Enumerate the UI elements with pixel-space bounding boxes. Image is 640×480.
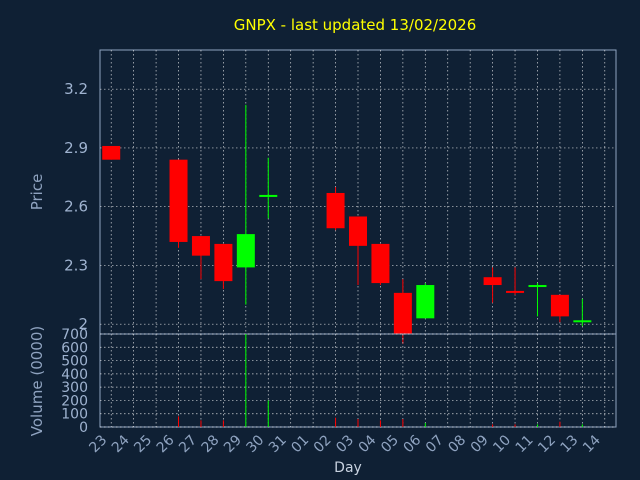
day-tick-label: 09 [468,432,492,456]
day-tick-label: 11 [513,432,537,456]
price-tick-label: 3.2 [64,80,88,98]
day-tick-label: 10 [490,432,514,456]
day-tick-label: 12 [535,432,559,456]
volume-axis-label: Volume (0000) [28,326,46,436]
volume-tick-label: 700 [61,327,88,343]
day-tick-label: 05 [378,432,402,456]
day-tick-label: 06 [401,432,425,456]
day-tick-label: 03 [333,432,357,456]
day-tick-label: 14 [580,432,604,456]
price-tick-label: 2.6 [64,198,88,216]
candle-body [102,145,121,160]
volume-tick-label: 300 [61,380,88,396]
day-tick-label: 04 [356,432,380,456]
day-tick-label: 25 [131,432,155,456]
volume-tick-label: 600 [61,340,88,356]
candle-body [236,234,255,268]
day-tick-label: 23 [86,432,110,456]
day-tick-label: 07 [423,432,447,456]
day-tick-label: 08 [445,432,469,456]
candle-body [550,294,569,317]
volume-frame [99,333,617,428]
day-tick-label: 27 [176,432,200,456]
candle-body [169,159,188,242]
day-tick-label: 24 [109,432,133,456]
day-tick-label: 28 [199,432,223,456]
volume-tick-label: 0 [79,420,88,436]
candle-body [483,277,502,286]
price-tick-label: 2 [78,315,88,333]
candle-body [393,292,412,334]
day-tick-label: 13 [558,432,582,456]
candle-body [573,320,592,323]
candle-body [528,285,547,288]
candle-body [191,236,210,256]
candle-body [506,290,525,293]
day-tick-labels: 2324252627282930310102030405060708091011… [86,432,604,456]
candle-body [416,285,435,319]
day-tick-label: 31 [266,432,290,456]
chart-title: GNPX - last updated 13/02/2026 [234,16,477,34]
candle-body [349,216,367,246]
price-tick-label: 2.3 [64,256,88,274]
day-tick-label: 26 [154,432,178,456]
day-tick-label: 02 [311,432,335,456]
volume-tick-label: 400 [61,367,88,383]
candle-body [326,192,345,229]
price-axis-label: Price [28,174,46,211]
day-tick-label: 30 [243,432,267,456]
price-tick-label: 2.9 [64,139,88,157]
day-tick-label: 01 [288,432,312,456]
volume-tick-label: 500 [61,354,88,370]
candle-body [214,243,233,282]
volume-tick-label: 100 [61,407,88,423]
day-tick-label: 29 [221,432,245,456]
x-axis-label: Day [334,460,362,476]
volume-tick-label: 200 [61,393,88,409]
candle-body [259,194,278,197]
price-panel: 2 2.3 2.6 2.9 3.2 [64,49,617,344]
candle-body [371,243,390,284]
